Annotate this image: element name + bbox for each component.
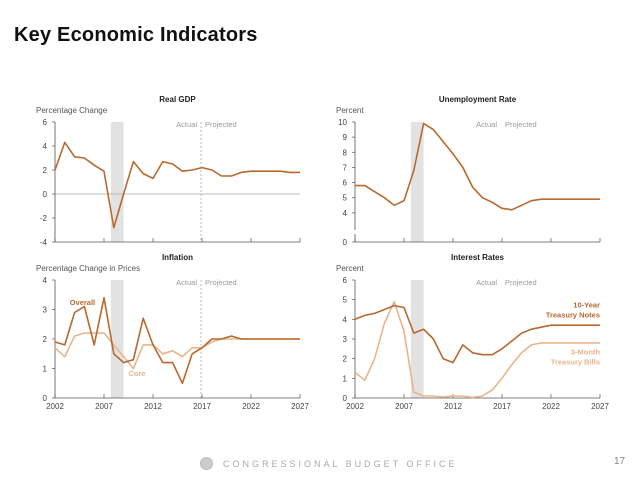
chart-title: Unemployment Rate bbox=[439, 95, 517, 104]
unemployment-rate-svg: Unemployment Rate Percent Actual Projected 0… bbox=[336, 95, 601, 247]
series-line-overall bbox=[54, 296, 300, 385]
y-axis-label: Percentage Change in Prices bbox=[36, 264, 140, 273]
inflation-svg: Inflation Percentage Change in Prices Actu… bbox=[36, 253, 309, 411]
y-tick-label: 5 bbox=[343, 296, 348, 305]
recession-shade bbox=[410, 280, 424, 398]
y-tick-label: 0 bbox=[343, 238, 348, 247]
y-tick-label: 10 bbox=[338, 118, 347, 127]
x-tick-label: 2022 bbox=[542, 402, 560, 411]
chart-title: Real GDP bbox=[159, 95, 196, 104]
y-axis-label: Percent bbox=[336, 264, 364, 273]
y-tick-label: 8 bbox=[343, 148, 348, 157]
y-tick-label: 6 bbox=[43, 118, 48, 127]
footer: CONGRESSIONAL BUDGET OFFICE bbox=[200, 457, 458, 470]
chart-title: Interest Rates bbox=[451, 253, 504, 262]
series-label: 3-Month bbox=[571, 348, 601, 357]
page-title: Key Economic Indicators bbox=[14, 24, 258, 46]
y-tick-label: 3 bbox=[43, 306, 48, 315]
chart-title: Inflation bbox=[162, 253, 193, 262]
y-tick-label: 3 bbox=[343, 335, 348, 344]
y-tick-label: 0 bbox=[43, 190, 48, 199]
real-gdp-chart: Real GDP Percentage Change Actual Projected… bbox=[20, 92, 310, 250]
y-tick-label: 1 bbox=[343, 374, 348, 383]
y-tick-label: 6 bbox=[343, 276, 348, 285]
recession-shade bbox=[110, 280, 124, 398]
series-label-line2: Treasury Bills bbox=[551, 358, 600, 367]
x-tick-label: 2012 bbox=[144, 402, 162, 411]
x-tick-label: 2017 bbox=[193, 402, 211, 411]
interest-rates-svg: Interest Rates Percent Actual Projected 0 1 2 3… bbox=[336, 253, 609, 411]
projected-label: Projected bbox=[205, 278, 237, 287]
series-line-real-gdp bbox=[54, 141, 300, 229]
page-number: 17 bbox=[614, 456, 626, 467]
real-gdp-svg: Real GDP Percentage Change Actual Projected… bbox=[36, 95, 301, 247]
y-tick-label: 2 bbox=[43, 335, 48, 344]
y-tick-label: 6 bbox=[343, 179, 348, 188]
cbo-seal-icon bbox=[200, 457, 213, 470]
y-axis-label: Percentage Change bbox=[36, 106, 108, 115]
recession-shade bbox=[110, 122, 124, 242]
y-tick-label: 4 bbox=[343, 209, 348, 218]
series-line-unemployment-rate bbox=[355, 122, 600, 211]
y-axis-label: Percent bbox=[336, 106, 364, 115]
actual-label: Actual bbox=[176, 278, 197, 287]
recession-shade bbox=[410, 122, 424, 242]
series-label-line2: Treasury Notes bbox=[546, 311, 600, 320]
y-tick-label: 4 bbox=[43, 142, 48, 151]
x-tick-label: 2022 bbox=[242, 402, 260, 411]
footer-org-name: CONGRESSIONAL BUDGET OFFICE bbox=[223, 458, 458, 469]
y-tick-label: 0 bbox=[43, 394, 48, 403]
y-tick-label: 5 bbox=[343, 194, 348, 203]
projected-label: Projected bbox=[505, 120, 537, 129]
y-tick-label: 1 bbox=[43, 365, 48, 374]
y-tick-label: 7 bbox=[343, 163, 348, 172]
x-tick-label: 2027 bbox=[591, 402, 609, 411]
y-tick-label: 4 bbox=[43, 276, 48, 285]
series-label: Overall bbox=[70, 298, 95, 307]
actual-label: Actual bbox=[176, 120, 197, 129]
x-tick-label: 2007 bbox=[395, 402, 413, 411]
x-tick-label: 2027 bbox=[291, 402, 309, 411]
actual-label: Actual bbox=[476, 278, 497, 287]
y-tick-label: 2 bbox=[343, 355, 348, 364]
x-tick-label: 2017 bbox=[493, 402, 511, 411]
y-tick-label: 2 bbox=[43, 166, 48, 175]
projected-label: Projected bbox=[205, 120, 237, 129]
inflation-chart: Inflation Percentage Change in Prices Actu… bbox=[20, 250, 310, 418]
x-tick-label: 2002 bbox=[346, 402, 364, 411]
y-tick-label: -4 bbox=[40, 238, 48, 247]
x-tick-label: 2012 bbox=[444, 402, 462, 411]
y-tick-label: 0 bbox=[343, 394, 348, 403]
unemployment-rate-chart: Unemployment Rate Percent Actual Projected 0… bbox=[320, 92, 610, 250]
interest-rates-chart: Interest Rates Percent Actual Projected 0 1 2 3… bbox=[320, 250, 610, 418]
series-line-10-year-treasury-notes bbox=[354, 304, 600, 364]
y-tick-label: 9 bbox=[343, 133, 348, 142]
actual-label: Actual bbox=[476, 120, 497, 129]
y-tick-label: 4 bbox=[343, 315, 348, 324]
y-tick-label: -2 bbox=[40, 214, 48, 223]
series-label: Core bbox=[129, 369, 146, 378]
series-label: 10-Year bbox=[573, 301, 600, 310]
x-tick-label: 2002 bbox=[46, 402, 64, 411]
x-tick-label: 2007 bbox=[95, 402, 113, 411]
projected-label: Projected bbox=[505, 278, 537, 287]
